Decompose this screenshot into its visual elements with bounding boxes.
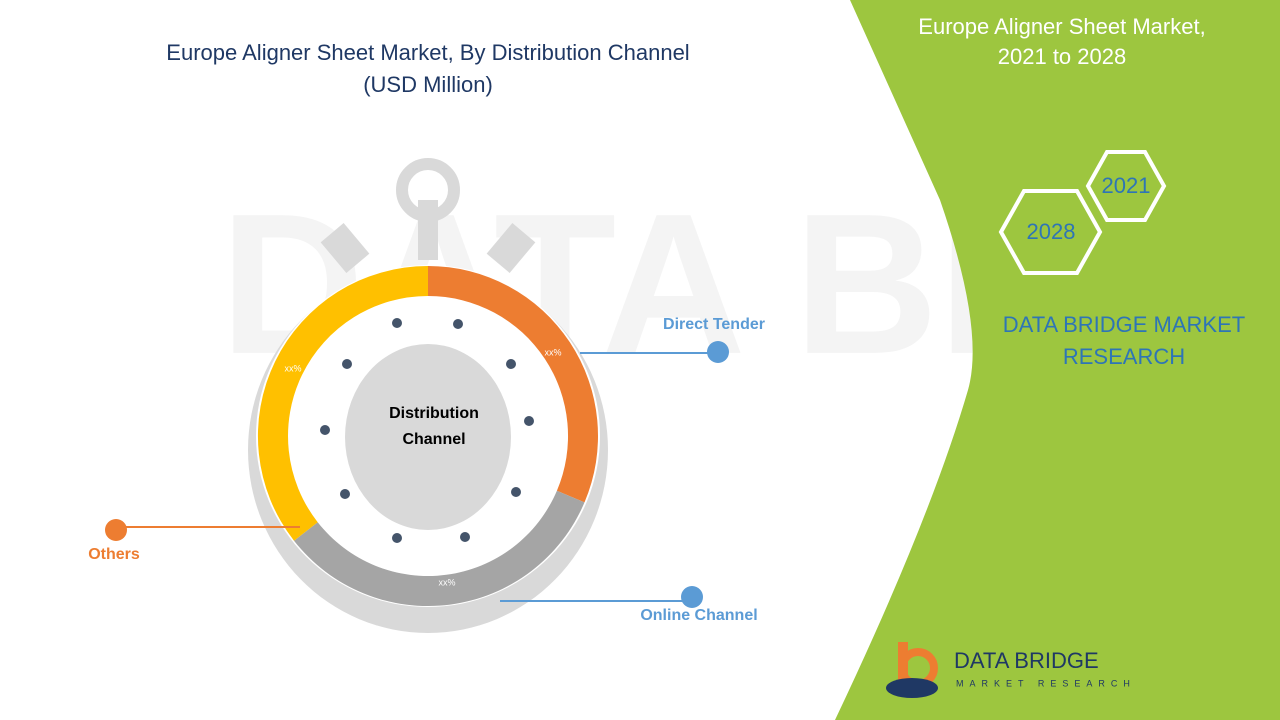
center: [345, 344, 511, 530]
marker: [707, 341, 729, 363]
hexagon: [998, 189, 1103, 275]
legend-label: Direct Tender: [663, 316, 765, 333]
title: Europe Aligner Sheet Market, By Distribu…: [166, 40, 689, 65]
brand: RESEARCH: [1063, 344, 1185, 369]
marker: [681, 586, 703, 608]
segment-label: xx%: [438, 577, 455, 587]
segment: [428, 266, 599, 503]
legend-label: Others: [88, 546, 140, 563]
segment: [257, 266, 428, 541]
center-label: Channel: [402, 431, 465, 448]
segment-label: xx%: [544, 347, 561, 357]
center-label: Distribution: [389, 405, 479, 422]
subtitle: (USD Million): [363, 72, 493, 97]
segment: [294, 490, 585, 607]
segment-label: xx%: [284, 363, 301, 373]
logo-text: MARKET RESEARCH: [956, 678, 1136, 688]
brand: DATA BRIDGE MARKET: [1003, 312, 1245, 337]
hexagon: [1085, 150, 1167, 222]
logo-text: DATA BRIDGE: [954, 648, 1099, 673]
side-panel: [835, 0, 1280, 720]
legend-label: Online Channel: [640, 607, 757, 624]
side-title: Europe Aligner Sheet Market,: [918, 14, 1205, 39]
year: 2028: [1027, 219, 1076, 244]
side-title: 2021 to 2028: [998, 44, 1126, 69]
marker: [105, 519, 127, 541]
logo: [886, 642, 938, 698]
year: 2021: [1102, 173, 1151, 198]
dots: [320, 318, 534, 543]
